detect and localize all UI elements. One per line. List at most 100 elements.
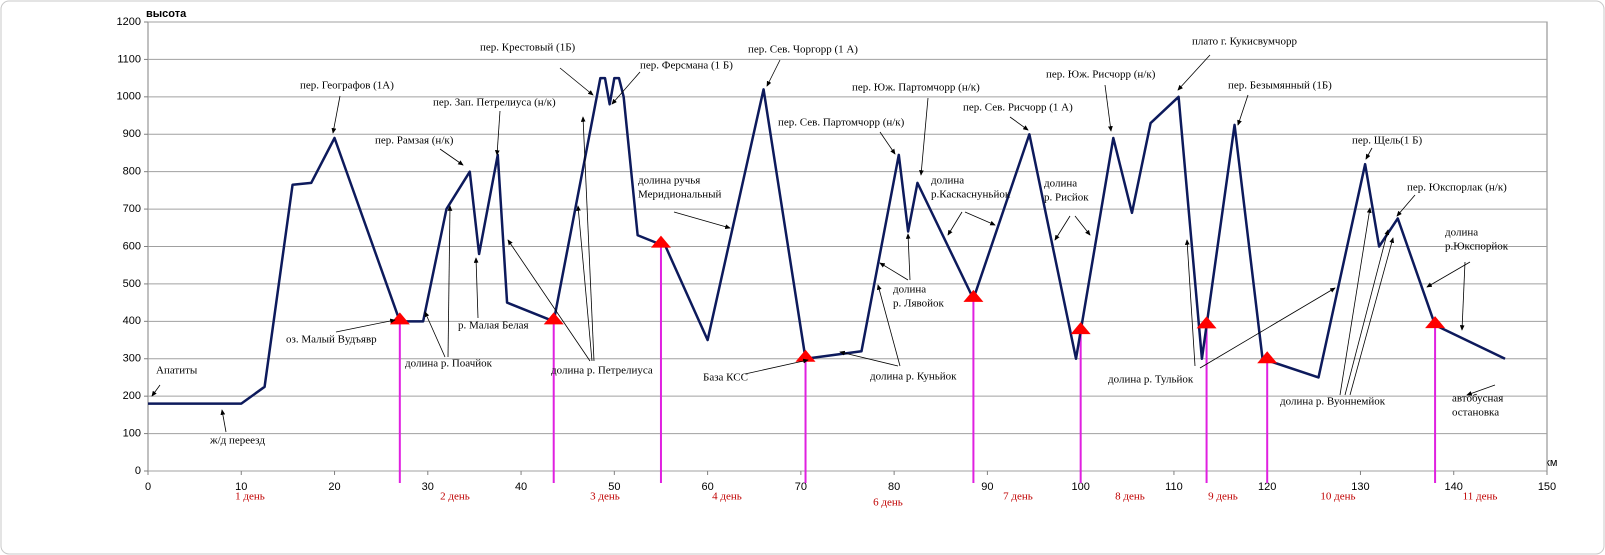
day-label: 7 день bbox=[1003, 491, 1033, 503]
day-mark-triangle bbox=[1257, 351, 1278, 364]
annotation: пер. Сев. Чоргорр (1 А) bbox=[748, 44, 858, 56]
annotation-arrow bbox=[1339, 207, 1372, 396]
annotation: долина р. Тульйок bbox=[1108, 374, 1194, 386]
x-tick-label: 60 bbox=[701, 481, 713, 493]
annotation: База КСС bbox=[703, 372, 748, 384]
annotation: пер. Юкспорлак (н/к) bbox=[1407, 182, 1507, 194]
annotation: р.Юкспорйок bbox=[1445, 241, 1509, 253]
day-label: 6 день bbox=[873, 497, 903, 509]
x-axis-label: км bbox=[1545, 457, 1557, 469]
x-tick-label: 20 bbox=[328, 481, 340, 493]
x-tick-label: 120 bbox=[1258, 481, 1276, 493]
annotation: пер. Сев. Партомчорр (н/к) bbox=[778, 117, 905, 129]
annotation-arrow bbox=[1074, 215, 1091, 236]
annotation: пер. Юж. Партомчорр (н/к) bbox=[852, 82, 980, 94]
day-label: 10 день bbox=[1320, 491, 1355, 503]
annotation: долина bbox=[1044, 178, 1077, 190]
annotation-arrow bbox=[1349, 237, 1395, 396]
annotation: автобусная bbox=[1452, 393, 1503, 405]
annotation-arrow bbox=[1344, 229, 1390, 396]
annotation-arrow bbox=[507, 239, 591, 362]
annotation-arrow bbox=[1009, 116, 1029, 131]
annotation: остановка bbox=[1452, 407, 1499, 419]
annotation-arrow bbox=[1365, 147, 1373, 160]
annotation-arrow bbox=[964, 211, 996, 226]
y-tick-label: 1200 bbox=[117, 16, 141, 28]
annotation: Апатиты bbox=[156, 365, 198, 377]
y-tick-label: 600 bbox=[123, 240, 141, 252]
annotation-arrow bbox=[673, 211, 731, 229]
annotation-arrow bbox=[919, 97, 929, 176]
annotation: пер. Юж. Рисчорр (н/к) bbox=[1046, 69, 1156, 81]
day-mark-triangle bbox=[543, 312, 564, 325]
y-tick-label: 1100 bbox=[117, 53, 141, 65]
x-tick-label: 30 bbox=[422, 481, 434, 493]
x-tick-label: 10 bbox=[235, 481, 247, 493]
annotation-arrow bbox=[879, 131, 896, 155]
annotation: Меридиональный bbox=[638, 189, 722, 201]
y-tick-label: 800 bbox=[123, 166, 141, 178]
annotation-arrow bbox=[1199, 287, 1336, 369]
x-tick-label: 100 bbox=[1071, 481, 1089, 493]
annotation-arrow bbox=[220, 409, 227, 433]
x-tick-label: 110 bbox=[1165, 481, 1183, 493]
annotation: долина bbox=[1445, 227, 1478, 239]
annotation: пер. Безымянный (1Б) bbox=[1228, 80, 1332, 92]
annotation-arrow bbox=[580, 116, 595, 362]
annotation-arrow bbox=[1054, 215, 1071, 241]
annotation-arrow bbox=[1396, 194, 1416, 217]
annotation-arrow bbox=[1184, 239, 1196, 367]
annotation: долина р. Петрелиуса bbox=[551, 365, 653, 377]
y-tick-label: 500 bbox=[123, 278, 141, 290]
annotation: пер. Зап. Петрелиуса (н/к) bbox=[433, 97, 556, 109]
y-tick-label: 200 bbox=[123, 390, 141, 402]
x-tick-label: 50 bbox=[608, 481, 620, 493]
day-label: 11 день bbox=[1463, 491, 1498, 503]
annotation-arrow bbox=[335, 318, 396, 333]
annotation-arrow bbox=[331, 95, 341, 134]
x-tick-label: 0 bbox=[145, 481, 151, 493]
annotation: пер. Крестовый (1Б) bbox=[480, 42, 576, 54]
annotation-arrow bbox=[494, 110, 501, 156]
annotation: пер. Щель(1 Б) bbox=[1352, 135, 1422, 147]
annotation: пер. Географов (1А) bbox=[300, 80, 394, 92]
annotation: долина ручья bbox=[638, 175, 700, 187]
x-tick-label: 80 bbox=[888, 481, 900, 493]
annotation-arrow bbox=[559, 67, 594, 96]
elevation-line bbox=[148, 76, 1506, 405]
annotation-arrow bbox=[611, 71, 641, 105]
annotation-arrow bbox=[1104, 84, 1113, 132]
annotation-arrow bbox=[1237, 94, 1249, 126]
annotation: долина р. Поачйок bbox=[405, 358, 493, 370]
day-label: 3 день bbox=[590, 491, 620, 503]
day-mark-triangle bbox=[795, 349, 816, 362]
day-mark-triangle bbox=[963, 289, 984, 302]
y-tick-label: 0 bbox=[135, 465, 141, 477]
day-label: 2 день bbox=[440, 491, 470, 503]
annotation-arrow bbox=[1466, 384, 1496, 396]
x-tick-label: 150 bbox=[1538, 481, 1556, 493]
day-label: 1 день bbox=[235, 491, 265, 503]
y-tick-label: 1000 bbox=[117, 91, 141, 103]
annotation-arrow bbox=[1459, 261, 1466, 331]
annotation-arrow bbox=[447, 205, 453, 358]
day-label: 9 день bbox=[1208, 491, 1238, 503]
annotation-arrow bbox=[576, 205, 593, 362]
annotation-arrow bbox=[766, 59, 781, 87]
day-mark-triangle bbox=[1070, 322, 1091, 335]
annotation-arrow bbox=[905, 233, 911, 281]
annotation-arrow bbox=[744, 358, 809, 375]
annotation-arrow bbox=[947, 211, 963, 236]
y-tick-label: 100 bbox=[123, 427, 141, 439]
annotation-arrow bbox=[876, 284, 901, 367]
y-axis-label: высота bbox=[146, 8, 187, 20]
y-tick-label: 400 bbox=[123, 315, 141, 327]
annotation: долина bbox=[893, 284, 926, 296]
annotation: ж/д переезд bbox=[209, 435, 265, 447]
annotation: оз. Малый Вудъявр bbox=[286, 334, 377, 346]
y-tick-label: 700 bbox=[123, 203, 141, 215]
annotation-arrow bbox=[151, 384, 161, 397]
annotation: пер. Рамзая (н/к) bbox=[375, 135, 454, 147]
annotation-arrow bbox=[424, 311, 446, 358]
